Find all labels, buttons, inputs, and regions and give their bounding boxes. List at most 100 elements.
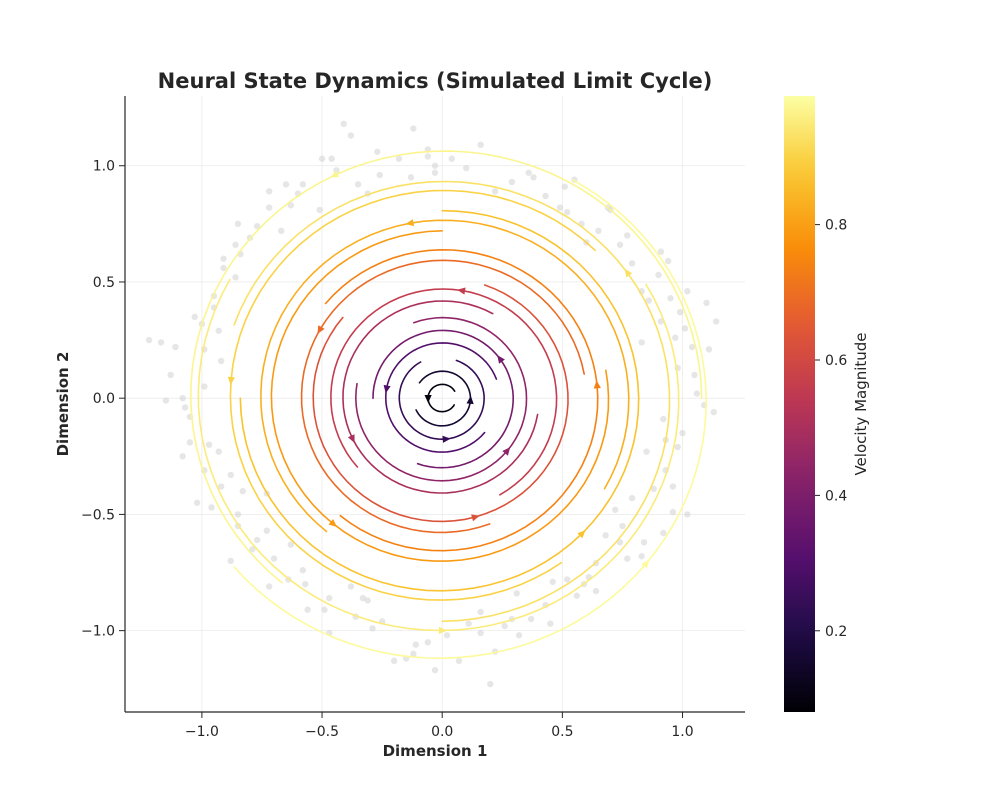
chart-title: Neural State Dynamics (Simulated Limit C… (158, 69, 713, 93)
colorbar-tick-label: 0.4 (825, 488, 847, 504)
colorbar-ticks: 0.2 0.4 0.6 0.8 (815, 218, 847, 640)
streamline-arrow (593, 380, 601, 389)
y-tick-label: −0.5 (81, 507, 115, 523)
colorbar-tick-label: 0.2 (825, 624, 847, 640)
scatter-point (563, 209, 571, 216)
scatter-point (232, 241, 239, 248)
scatter-point (201, 383, 208, 390)
scatter-point (395, 155, 403, 162)
scatter-point (424, 639, 431, 646)
scatter-point (556, 204, 564, 211)
scatter-point (525, 169, 532, 176)
scatter-point (410, 650, 417, 658)
scatter-point (703, 299, 710, 307)
streamline (229, 189, 596, 601)
scatter-point (162, 397, 170, 404)
scatter-point (347, 132, 355, 139)
x-tick-label: 1.0 (671, 724, 693, 740)
streamline-arrow (471, 514, 480, 522)
scatter-point (638, 339, 645, 346)
scatter-point (672, 334, 679, 341)
scatter-point (547, 620, 554, 627)
scatter-point (592, 587, 600, 595)
x-axis-label: Dimension 1 (383, 742, 488, 760)
x-tick-label: −1.0 (185, 724, 219, 740)
streamline-arrow (317, 325, 325, 334)
streamline-arrow (383, 384, 391, 394)
scatter-point (667, 295, 674, 302)
scatter-point (234, 511, 242, 518)
y-tick-label: 0.0 (93, 391, 115, 407)
scatter-point (693, 390, 701, 397)
scatter-point (674, 443, 681, 451)
scatter-point (657, 248, 665, 255)
scatter-point (465, 620, 472, 627)
streamlines (189, 150, 708, 660)
scatter-points (145, 120, 720, 688)
scatter-point (448, 155, 456, 162)
streamline-arrow (328, 519, 337, 527)
x-tick-label: 0.0 (431, 724, 453, 740)
scatter-point (501, 622, 508, 630)
scatter-point (191, 313, 198, 321)
scatter-point (669, 508, 677, 516)
scatter-point (407, 174, 415, 181)
scatter-point (354, 181, 362, 188)
scatter-point (215, 327, 222, 334)
streamline (354, 316, 528, 482)
streamline-arrow (624, 268, 633, 278)
scatter-point (157, 339, 165, 346)
colorbar-tick-label: 0.8 (825, 218, 847, 234)
scatter-point (477, 608, 484, 616)
scatter-point (340, 120, 347, 128)
scatter-point (431, 169, 439, 176)
scatter-point (655, 271, 662, 279)
scatter-point (359, 594, 367, 602)
scatter-point (624, 232, 631, 239)
scatter-point (253, 222, 261, 230)
scatter-point (619, 522, 626, 530)
scatter-point (628, 260, 636, 267)
scatter-point (205, 441, 213, 448)
scatter-point (691, 371, 698, 379)
streamline-arrow (502, 447, 511, 456)
streamline (330, 288, 558, 496)
scatter-point (463, 164, 470, 172)
scatter-point (369, 625, 376, 632)
scatter-point (227, 471, 234, 479)
streamline-arrow (347, 434, 355, 443)
streamline-arrow (330, 170, 340, 178)
scatter-point (616, 539, 624, 546)
scatter-point (220, 264, 227, 272)
scatter-point (318, 155, 326, 162)
scatter-point (660, 415, 667, 423)
scatter-point (508, 178, 516, 186)
scatter-point (239, 487, 246, 495)
scatter-point (643, 448, 650, 455)
y-tick-label: 0.5 (93, 275, 115, 291)
x-axis-ticks: −1.0 −0.5 0.0 0.5 1.0 (185, 712, 694, 740)
scatter-point (374, 148, 381, 155)
scatter-point (265, 583, 273, 590)
scatter-point (657, 318, 665, 325)
scatter-point (595, 227, 602, 235)
scatter-point (515, 632, 523, 639)
colorbar-label: Velocity Magnitude (852, 332, 870, 475)
scatter-point (232, 274, 239, 281)
scatter-point (410, 125, 417, 132)
scatter-point (684, 288, 691, 295)
scatter-point (561, 183, 568, 190)
scatter-point (287, 202, 295, 209)
y-tick-label: −1.0 (81, 624, 115, 640)
streamline (260, 219, 630, 533)
scatter-point (364, 597, 371, 604)
scatter-point (265, 204, 273, 211)
scatter-point (179, 394, 186, 402)
streamline-arrow (577, 530, 586, 539)
scatter-point (333, 167, 340, 174)
scatter-point (299, 567, 307, 574)
scatter-point (477, 141, 484, 149)
scatter-point (491, 188, 499, 195)
scatter-point (321, 606, 328, 613)
scatter-point (487, 680, 494, 688)
